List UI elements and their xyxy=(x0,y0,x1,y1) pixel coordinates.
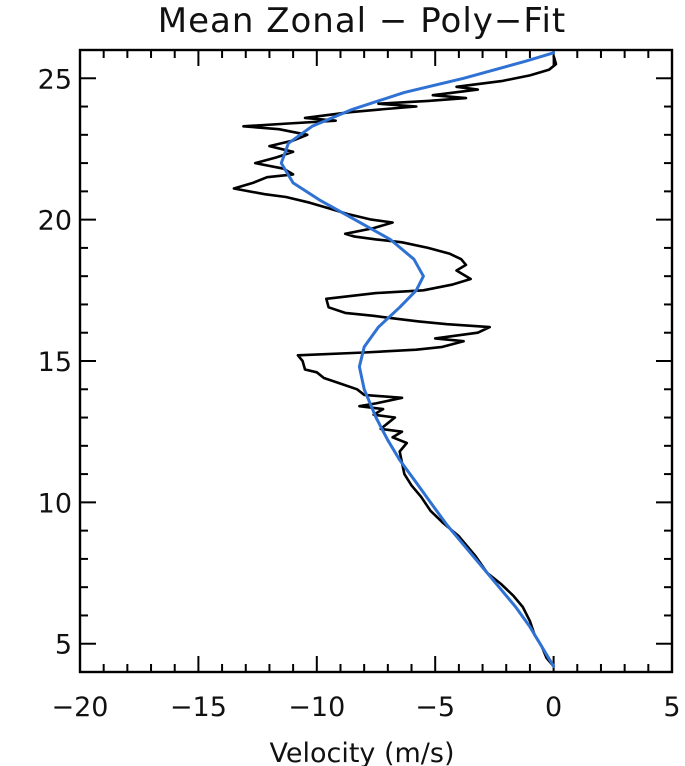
x-tick-label: −20 xyxy=(52,692,109,723)
series-line-observed xyxy=(232,55,558,668)
x-tick-label: 0 xyxy=(545,692,562,723)
x-tick-label: −5 xyxy=(415,692,455,723)
x-tick-label: −15 xyxy=(170,692,227,723)
y-tick-label: 15 xyxy=(38,347,72,378)
chart-title: Mean Zonal − Poly−Fit xyxy=(158,1,566,41)
y-tick-label: 5 xyxy=(55,630,72,661)
x-tick-label: 5 xyxy=(663,692,680,723)
ticks-layer: −20 −15 −10 −5 0 5 5 10 15 20 25 xyxy=(38,49,681,723)
x-axis-label: Velocity (m/s) xyxy=(269,738,454,766)
y-tick-label: 25 xyxy=(38,64,72,95)
y-tick-label: 20 xyxy=(38,206,72,237)
lines-layer xyxy=(232,51,558,668)
x-tick-label: −10 xyxy=(288,692,345,723)
y-tick-label: 10 xyxy=(38,488,72,519)
series-line-fit xyxy=(279,51,556,668)
plot-frame xyxy=(78,48,674,674)
